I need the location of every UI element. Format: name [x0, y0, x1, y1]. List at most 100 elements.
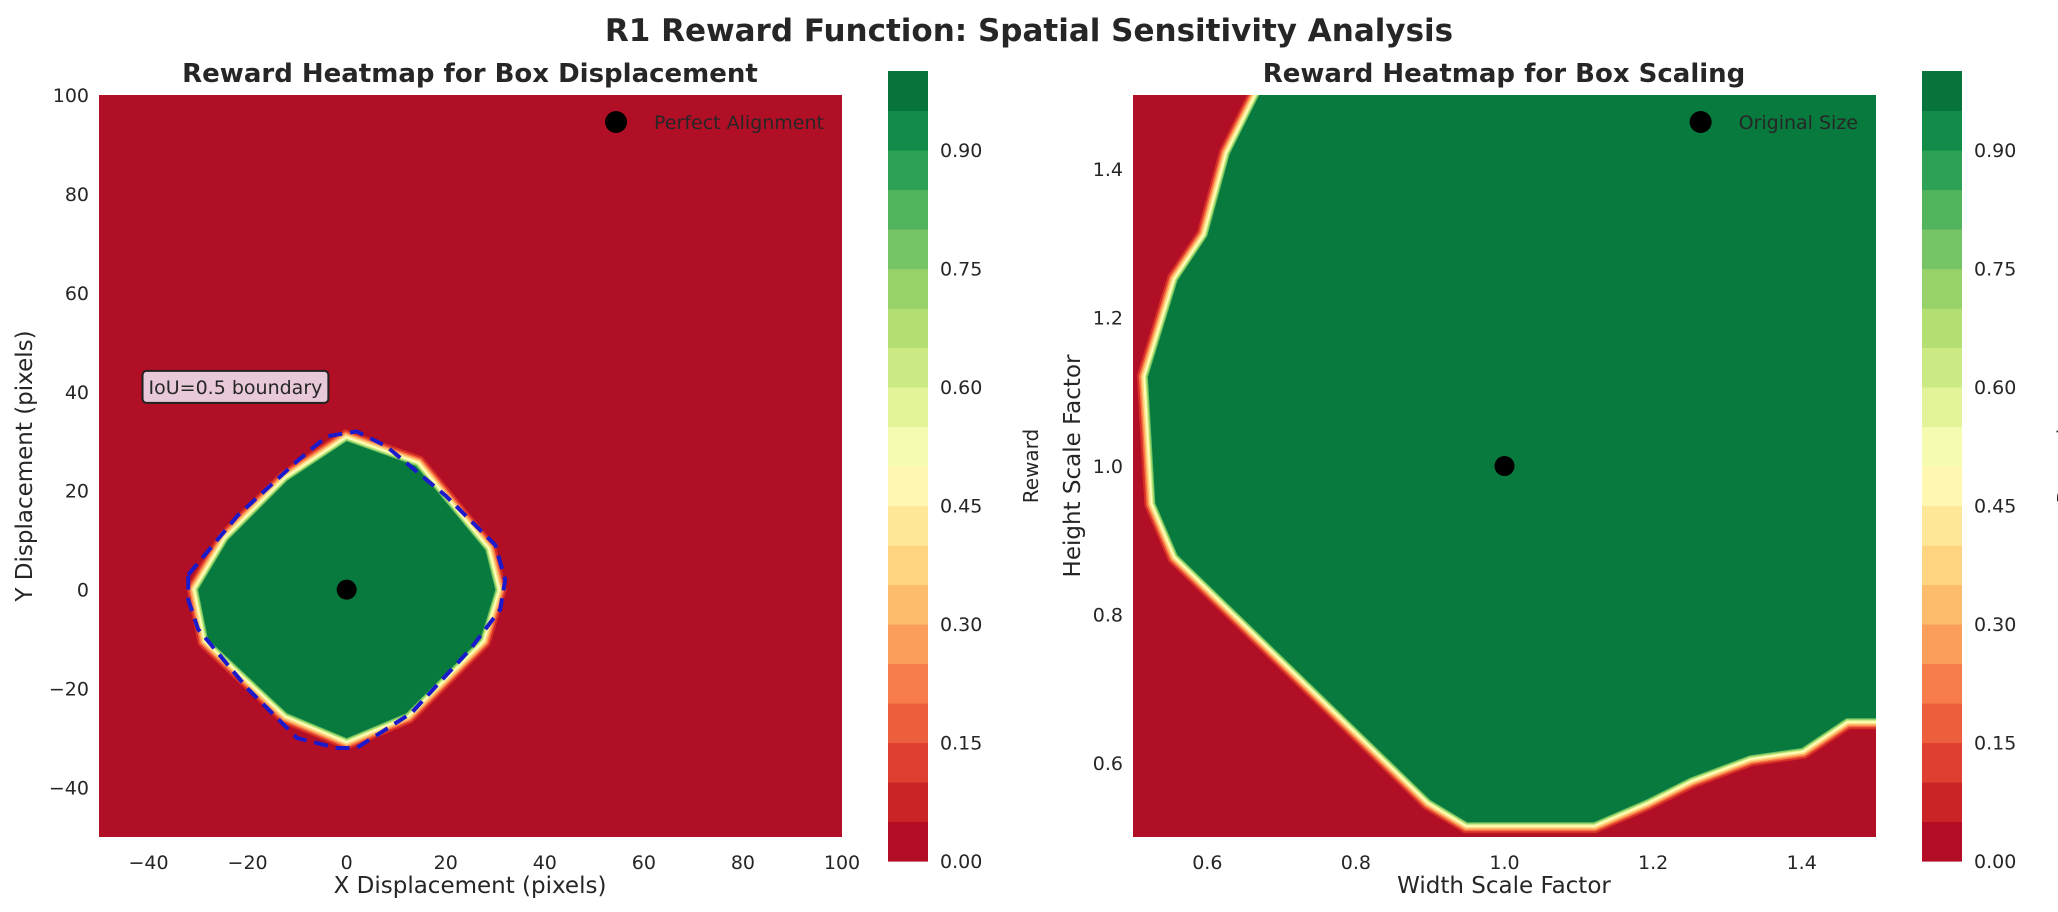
scaling-x-ticks: 0.6 0.8 1.0 1.2 1.4: [1192, 852, 1817, 874]
colorbar-segment: [1922, 663, 1962, 704]
colorbar-tick-label: 0.90: [1974, 140, 2016, 162]
colorbar-segment: [1922, 71, 1962, 112]
x-tick-label: 0.6: [1192, 852, 1222, 874]
colorbar-segment: [1922, 426, 1962, 467]
colorbar-label: Reward: [2053, 429, 2058, 503]
displacement-ylabel: Y Displacement (pixels): [12, 330, 38, 602]
colorbar-segments: [1922, 71, 1962, 862]
colorbar-segment: [888, 308, 928, 349]
colorbar-segments: [888, 71, 928, 862]
colorbar-segment: [1922, 308, 1962, 349]
iou-annotation-text: IoU=0.5 boundary: [149, 377, 323, 399]
colorbar-segment: [1922, 505, 1962, 546]
colorbar-segment: [888, 347, 928, 388]
colorbar-tick-label: 0.60: [1974, 377, 2016, 399]
iou-boundary-contour: [186, 429, 508, 750]
colorbar-segment: [1922, 703, 1962, 744]
colorbar-tick-label: 0.75: [1974, 259, 2016, 281]
y-tick-label: 60: [65, 283, 89, 305]
colorbar-segment: [1922, 189, 1962, 230]
colorbar-tick-label: 0.45: [1974, 496, 2016, 518]
y-tick-label: 20: [65, 481, 89, 503]
scaling-ylabel: Height Scale Factor: [1060, 354, 1086, 577]
x-tick-label: 1.4: [1787, 852, 1817, 874]
colorbar-tick-label: 0.90: [940, 140, 982, 162]
colorbar-scaling: 0.00 0.15 0.30 0.45 0.60 0.75 0.90 Reward: [1922, 71, 2058, 873]
colorbar-segment: [1922, 229, 1962, 270]
colorbar-segment: [888, 782, 928, 823]
displacement-panel: Reward Heatmap for Box Displacement Perf…: [12, 59, 860, 899]
colorbar-tick-label: 0.00: [1974, 851, 2016, 873]
y-tick-label: 40: [65, 382, 89, 404]
x-tick-label: 100: [824, 852, 860, 874]
y-tick-label: 0.6: [1093, 753, 1123, 775]
colorbar-displacement: 0.00 0.15 0.30 0.45 0.60 0.75 0.90 Reward: [888, 71, 1043, 873]
y-tick-label: −20: [49, 679, 89, 701]
iou-annotation: IoU=0.5 boundary: [141, 369, 330, 404]
colorbar-segment: [1922, 545, 1962, 586]
legend-label-perfect-alignment: Perfect Alignment: [654, 112, 824, 134]
legend-marker-icon: [1689, 111, 1712, 133]
x-tick-label: 80: [731, 852, 755, 874]
colorbar-tick-label: 0.45: [940, 496, 982, 518]
colorbar-segment: [888, 663, 928, 704]
colorbar-segment: [1922, 624, 1962, 665]
colorbar-segment: [1922, 584, 1962, 625]
colorbar-segment: [888, 703, 928, 744]
scaling-y-ticks: 0.6 0.8 1.0 1.2 1.4: [1093, 159, 1123, 775]
colorbar-tick-label: 0.30: [940, 614, 982, 636]
colorbar-segment: [1922, 110, 1962, 151]
y-tick-label: 100: [53, 85, 89, 107]
x-tick-label: 20: [434, 852, 458, 874]
scaling-panel: Reward Heatmap for Box Scaling Original …: [1060, 59, 1876, 899]
scaling-reward-region: [1136, 95, 1876, 834]
colorbar-segment: [888, 71, 928, 112]
y-tick-label: 1.2: [1093, 308, 1123, 330]
colorbar-segment: [1922, 387, 1962, 428]
colorbar-segment: [888, 466, 928, 507]
x-tick-label: 0.8: [1341, 852, 1371, 874]
x-tick-label: 1.0: [1489, 852, 1519, 874]
scaling-title: Reward Heatmap for Box Scaling: [1263, 59, 1746, 89]
colorbar-ticks: 0.00 0.15 0.30 0.45 0.60 0.75 0.90: [1974, 140, 2016, 873]
colorbar-tick-label: 0.75: [940, 259, 982, 281]
displacement-y-ticks: −40 −20 0 20 40 60 80 100: [49, 85, 89, 800]
figure-title: R1 Reward Function: Spatial Sensitivity …: [605, 13, 1453, 49]
displacement-title: Reward Heatmap for Box Displacement: [182, 59, 758, 89]
perfect-alignment-marker: [336, 579, 357, 600]
colorbar-segment: [888, 584, 928, 625]
colorbar-segment: [888, 110, 928, 151]
reward-core: [1147, 95, 1876, 823]
colorbar-segment: [1922, 347, 1962, 388]
y-tick-label: 80: [65, 184, 89, 206]
scaling-legend: Original Size: [1689, 111, 1858, 134]
colorbar-segment: [888, 189, 928, 230]
x-tick-label: −20: [228, 852, 268, 874]
displacement-legend: Perfect Alignment: [605, 111, 824, 134]
colorbar-segment: [888, 150, 928, 191]
displacement-heatmap-background: [99, 95, 842, 837]
colorbar-segment: [1922, 782, 1962, 823]
iou-annotation-box: [141, 369, 330, 404]
x-tick-label: 1.2: [1638, 852, 1668, 874]
colorbar-tick-label: 0.15: [1974, 733, 2016, 755]
colorbar-segment: [888, 229, 928, 270]
y-tick-label: 1.0: [1093, 456, 1123, 478]
colorbar-segment: [888, 505, 928, 546]
x-tick-label: −40: [128, 852, 168, 874]
y-tick-label: 0.8: [1093, 604, 1123, 626]
colorbar-segment: [888, 387, 928, 428]
y-tick-label: 0: [77, 580, 89, 602]
colorbar-segment: [888, 545, 928, 586]
colorbar-tick-label: 0.00: [940, 851, 982, 873]
colorbar-ticks: 0.00 0.15 0.30 0.45 0.60 0.75 0.90: [940, 140, 982, 873]
colorbar-segment: [1922, 150, 1962, 191]
displacement-xlabel: X Displacement (pixels): [334, 873, 607, 899]
y-tick-label: −40: [49, 778, 89, 800]
original-size-marker: [1494, 456, 1515, 476]
colorbar-tick-label: 0.60: [940, 377, 982, 399]
colorbar-segment: [888, 624, 928, 665]
colorbar-tick-label: 0.15: [940, 733, 982, 755]
